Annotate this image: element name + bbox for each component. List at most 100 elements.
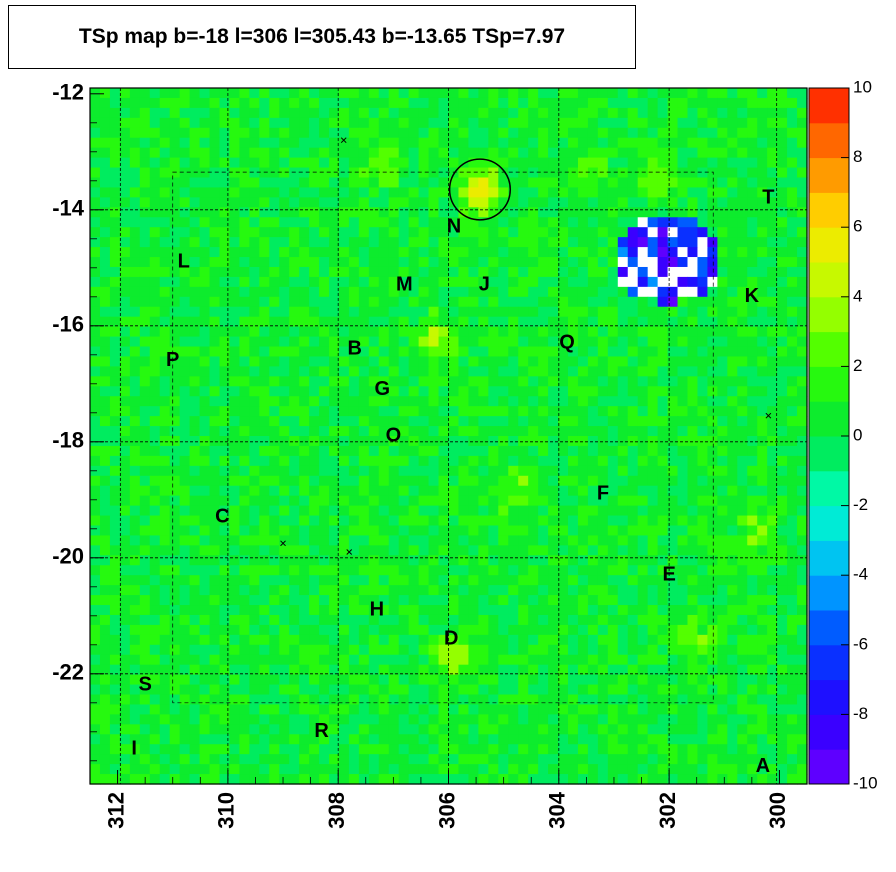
heatmap-cell <box>767 336 778 348</box>
heatmap-cell <box>239 227 250 238</box>
heatmap-cell <box>299 436 310 447</box>
heatmap-cell <box>309 644 320 656</box>
heatmap-cell <box>90 266 101 278</box>
heatmap-cell <box>338 276 350 288</box>
heatmap-cell <box>338 515 350 527</box>
heatmap-cell <box>458 406 470 417</box>
heatmap-cell <box>408 137 420 149</box>
heatmap-cell <box>617 505 629 517</box>
heatmap-cell <box>737 644 748 656</box>
heatmap-cell <box>687 147 699 159</box>
heatmap-cell <box>488 764 499 775</box>
heatmap-cell <box>279 455 290 467</box>
heatmap-cell <box>478 664 489 676</box>
heatmap-cell <box>259 306 270 318</box>
heatmap-cell <box>329 346 340 358</box>
heatmap-cell <box>109 774 121 785</box>
heatmap-cell <box>319 237 330 248</box>
heatmap-cell <box>538 436 549 447</box>
heatmap-cell <box>478 744 489 755</box>
heatmap-cell <box>319 266 330 278</box>
heatmap-cell <box>797 88 808 99</box>
heatmap-cell <box>259 565 270 576</box>
heatmap-cell <box>179 545 191 556</box>
heatmap-cell <box>508 336 519 348</box>
heatmap-cell <box>99 525 111 537</box>
heatmap-cell <box>388 694 400 706</box>
heatmap-cell <box>727 744 738 755</box>
heatmap-cell <box>747 177 758 189</box>
heatmap-cell <box>697 515 709 527</box>
heatmap-cell <box>149 535 161 546</box>
heatmap-cell <box>358 535 370 546</box>
heatmap-cell <box>518 614 529 626</box>
heatmap-cell <box>368 237 380 248</box>
heatmap-cell <box>647 386 659 397</box>
heatmap-cell <box>488 117 499 129</box>
heatmap-cell <box>119 266 131 278</box>
heatmap-cell <box>169 306 181 318</box>
heatmap-cell <box>478 614 489 626</box>
heatmap-cell <box>587 445 599 457</box>
heatmap-cell <box>677 167 689 179</box>
heatmap-cell <box>627 316 639 328</box>
heatmap-cell <box>169 356 181 367</box>
heatmap-cell <box>388 127 400 139</box>
heatmap-cell <box>189 634 201 646</box>
heatmap-cell <box>637 306 649 318</box>
heatmap-cell <box>159 237 171 248</box>
heatmap-cell <box>677 88 689 99</box>
heatmap-cell <box>767 535 778 546</box>
heatmap-cell <box>259 366 270 377</box>
heatmap-cell <box>587 624 599 636</box>
heatmap-cell <box>468 624 479 636</box>
heatmap-cell <box>538 664 549 676</box>
heatmap-cell <box>109 177 121 189</box>
heatmap-cell <box>289 326 300 338</box>
heatmap-cell <box>398 247 410 258</box>
heatmap-cell <box>239 704 250 715</box>
heatmap-cell <box>577 147 589 159</box>
heatmap-cell <box>597 187 609 198</box>
heatmap-cell <box>169 595 181 606</box>
heatmap-cell <box>189 88 201 99</box>
heatmap-cell <box>518 147 529 159</box>
heatmap-cell <box>478 535 489 546</box>
heatmap-cell <box>697 555 709 566</box>
heatmap-cell <box>787 107 798 119</box>
heatmap-cell <box>657 107 669 119</box>
heatmap-cell <box>717 346 728 358</box>
heatmap-cell <box>508 714 519 725</box>
heatmap-cell <box>189 416 201 427</box>
heatmap-cell <box>378 406 390 417</box>
heatmap-cell <box>468 396 479 407</box>
heatmap-cell <box>408 127 420 139</box>
heatmap-cell <box>229 774 240 785</box>
heatmap-cell <box>697 88 709 99</box>
heatmap-cell <box>358 107 370 119</box>
heatmap-cell <box>159 674 171 686</box>
heatmap-cell <box>657 207 669 218</box>
heatmap-cell <box>99 595 111 606</box>
heatmap-cell <box>408 674 420 686</box>
heatmap-cell <box>707 207 718 218</box>
heatmap-cell <box>139 326 151 338</box>
heatmap-cell <box>597 137 609 149</box>
heatmap-cell <box>458 744 470 755</box>
heatmap-cell <box>338 754 350 765</box>
heatmap-cell <box>209 754 221 765</box>
heatmap-cell <box>737 296 748 308</box>
heatmap-cell <box>508 555 519 566</box>
heatmap-cell <box>478 376 489 387</box>
heatmap-cell <box>488 714 499 725</box>
heatmap-cell <box>577 565 589 576</box>
heatmap-cell <box>498 495 509 507</box>
heatmap-cell <box>697 485 709 497</box>
heatmap-cell <box>259 595 270 606</box>
heatmap-cell <box>757 714 768 725</box>
heatmap-cell <box>468 634 479 646</box>
heatmap-cell <box>727 575 738 586</box>
heatmap-cell <box>647 535 659 546</box>
heatmap-cell <box>647 595 659 606</box>
heatmap-cell <box>99 515 111 527</box>
